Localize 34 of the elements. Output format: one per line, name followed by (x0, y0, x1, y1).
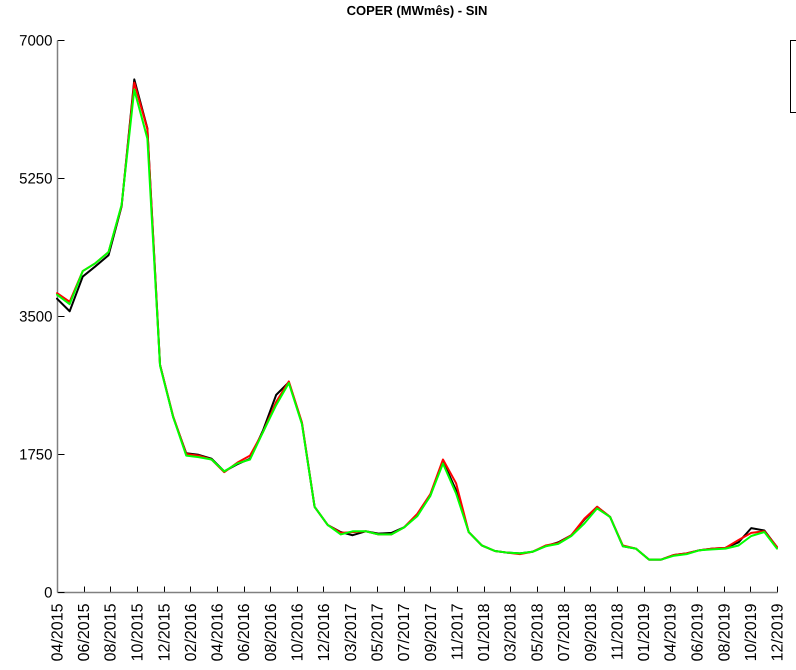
x-tick-label: 01/2019 (636, 603, 654, 662)
x-tick-label: 09/2018 (582, 603, 600, 662)
y-tick-label: 5250 (19, 170, 52, 188)
x-tick-label: 03/2017 (342, 603, 360, 662)
x-tick-label: 12/2019 (770, 603, 786, 662)
x-tick-label: 08/2019 (716, 603, 734, 662)
x-tick-label: 04/2015 (50, 603, 66, 662)
x-tick-label: 01/2018 (476, 603, 494, 662)
y-tick-label: 3500 (19, 308, 52, 326)
x-tick-label: 10/2015 (129, 603, 146, 662)
x-tick-label: 03/2018 (502, 603, 520, 662)
x-tick-label: 05/2017 (370, 603, 387, 662)
x-tick-label: 09/2017 (422, 603, 440, 662)
x-tick-label: 08/2015 (102, 603, 120, 662)
x-tick-label: 10/2016 (289, 603, 306, 662)
x-tick-label: 10/2019 (742, 603, 760, 662)
x-tick-label: 04/2016 (210, 603, 227, 662)
x-tick-label: 11/2018 (609, 603, 626, 660)
x-tick-label: 05/2018 (530, 603, 547, 662)
x-tick-label: 07/2017 (396, 603, 414, 662)
x-tick-label: 08/2016 (262, 603, 280, 662)
x-tick-label: 06/2015 (76, 603, 94, 662)
x-tick-label: 07/2018 (556, 603, 574, 662)
x-tick-label: 11/2017 (449, 603, 466, 660)
x-tick-label: 06/2019 (690, 603, 707, 662)
x-tick-label: 02/2016 (182, 603, 200, 662)
y-tick-label: 1750 (19, 446, 52, 464)
x-tick-label: 12/2015 (156, 603, 174, 662)
x-tick-label: 06/2016 (236, 603, 254, 662)
y-tick-label: 7000 (19, 32, 52, 50)
chart-title: COPER (MWmês) - SIN (346, 3, 488, 18)
x-tick-label: 04/2019 (662, 603, 680, 662)
x-tick-label: 12/2016 (316, 603, 333, 662)
y-tick-label: 0 (44, 584, 52, 602)
